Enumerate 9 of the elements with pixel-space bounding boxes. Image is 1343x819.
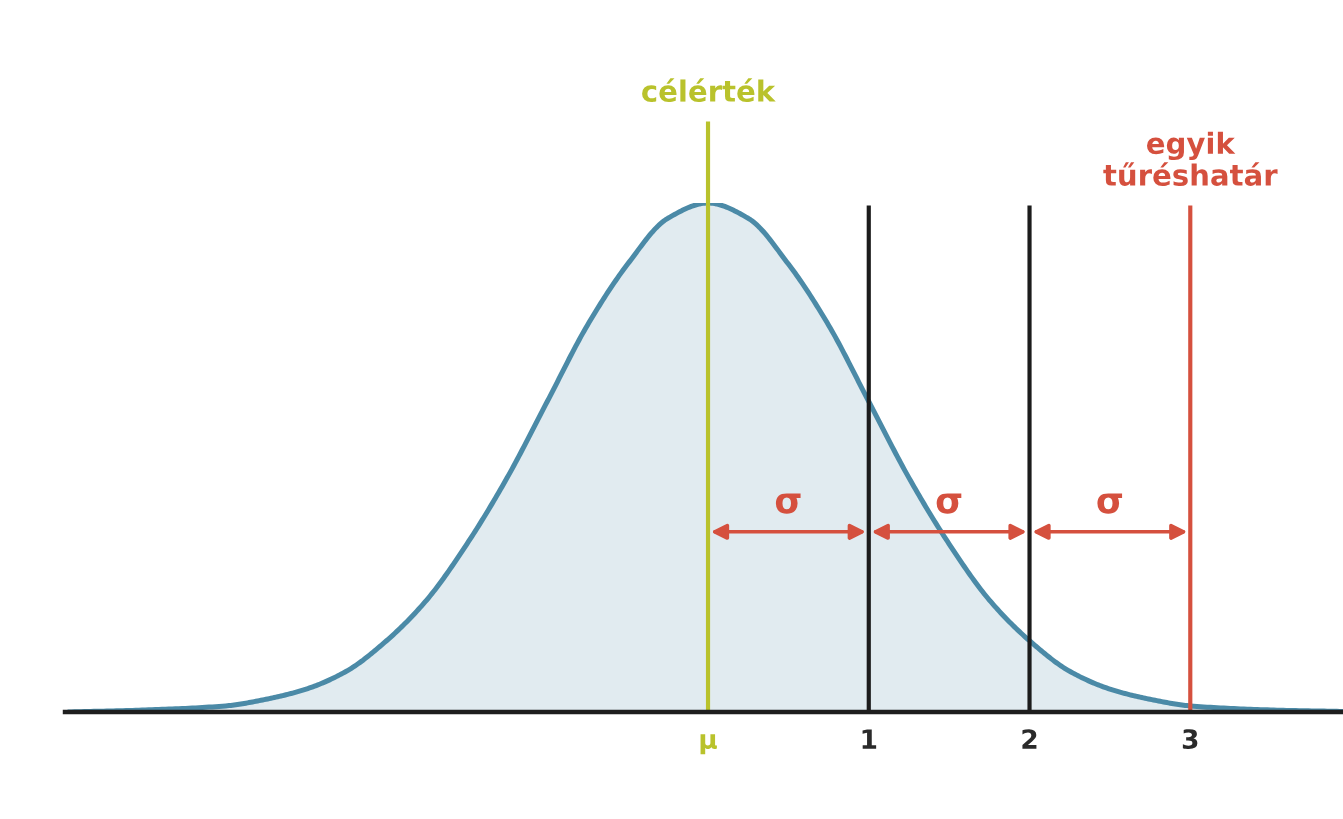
ref-line-label: egyik tűréshatár [1103,131,1278,187]
annotation: σ [936,493,962,514]
x-tick-label: μ [700,734,717,755]
x-tick-label: 2 [1022,729,1037,749]
annotation: σ [775,493,801,514]
x-tick-label: 3 [1182,729,1198,750]
x-tick-label: 1 [862,729,877,749]
ref-line-label: célérték [642,78,776,103]
annotation: σ [1097,493,1123,514]
